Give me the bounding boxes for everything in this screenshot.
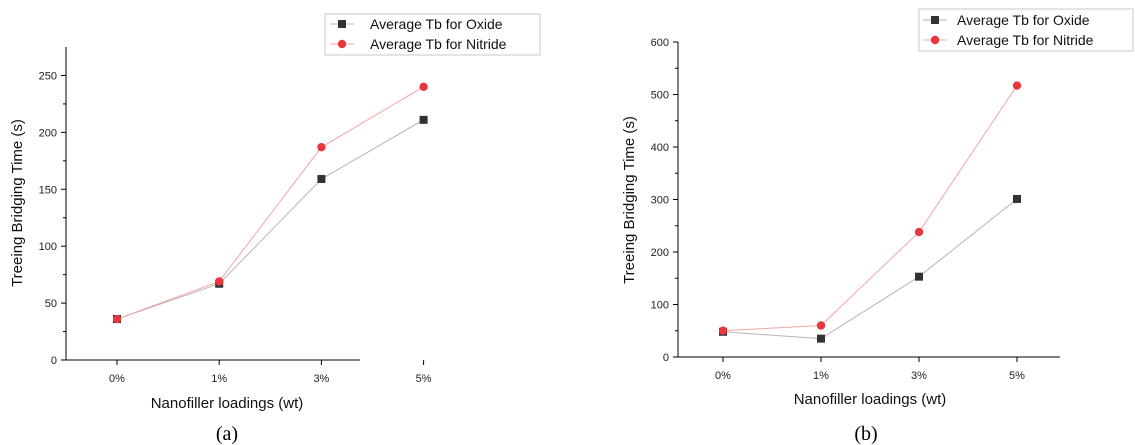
chart-a-x-tick-label: 3% bbox=[313, 373, 329, 385]
chart-b-x-tick-label: 5% bbox=[1009, 370, 1025, 382]
chart-b-ylabel: Treeing Bridging Time (s) bbox=[621, 116, 638, 284]
chart-a-legend-box bbox=[324, 13, 541, 56]
chart-b-x-tick-label: 1% bbox=[813, 370, 829, 382]
chart-b-legend: Average Tb for Oxide Average Tb for Nitr… bbox=[918, 8, 1134, 52]
chart-b-x-tick-label: 3% bbox=[911, 370, 927, 382]
chart-b-caption: (b) bbox=[854, 423, 877, 445]
chart-b-line-oxide bbox=[722, 198, 1018, 340]
chart-b-y-tick-label: 600 bbox=[651, 37, 669, 49]
chart-b-line-nitride bbox=[722, 85, 1018, 332]
chart-a-point-oxide bbox=[317, 175, 326, 184]
chart-a-legend-marker-oxide bbox=[338, 20, 346, 28]
chart-b-y-tick-label: 500 bbox=[651, 90, 669, 102]
chart-a-y-tick-label: 100 bbox=[39, 241, 57, 253]
chart-a-line-nitride bbox=[116, 86, 424, 320]
chart-b-legend-label-nitride: Average Tb for Nitride bbox=[957, 32, 1094, 48]
chart-a-caption: (a) bbox=[216, 423, 238, 445]
chart-a-y-tick-label: 0 bbox=[51, 355, 57, 367]
chart-a-legend-marker-nitride bbox=[337, 39, 347, 49]
chart-a-y-tick-label: 200 bbox=[39, 127, 57, 139]
chart-a-line-oxide bbox=[116, 119, 424, 320]
chart-a-point-nitride bbox=[317, 142, 326, 152]
chart-a-x-tick-label: 1% bbox=[211, 373, 227, 385]
chart-a-lines bbox=[116, 86, 424, 320]
chart-b-y-tick-label: 200 bbox=[651, 247, 669, 259]
chart-a-legend-label-nitride: Average Tb for Nitride bbox=[370, 36, 507, 52]
chart-b-y-tick-label: 400 bbox=[651, 142, 669, 154]
chart-a-legend: Average Tb for Oxide Average Tb for Nitr… bbox=[324, 13, 541, 56]
chart-a-axes: 0 50 100 150 200 250 0% 1% 3% 5% bbox=[39, 47, 432, 385]
chart-b-point-oxide bbox=[817, 334, 825, 343]
chart-b-legend-marker-oxide bbox=[931, 16, 939, 24]
chart-a-point-nitride bbox=[419, 82, 428, 92]
chart-b-point-nitride bbox=[718, 326, 728, 335]
chart-b-xlabel: Nanofiller loadings (wt) bbox=[794, 391, 947, 408]
chart-b-point-nitride bbox=[914, 227, 924, 237]
chart-b-point-oxide bbox=[1013, 194, 1021, 203]
chart-a-point-oxide bbox=[419, 115, 428, 124]
chart-a-point-nitride bbox=[112, 314, 122, 324]
chart-b-legend-box bbox=[918, 8, 1134, 52]
chart-b: 0 100 200 300 400 500 600 0% 1% 3% 5% Nanofiller l… bbox=[621, 8, 1134, 445]
chart-a-xlabel: Nanofiller loadings (wt) bbox=[151, 395, 304, 412]
chart-b-point-oxide bbox=[915, 272, 923, 281]
chart-b-lines bbox=[722, 85, 1018, 340]
chart-a-ylabel: Treeing Bridging Time (s) bbox=[9, 119, 26, 287]
chart-a: 0 50 100 150 200 250 0% 1% 3% 5% Nanofiller loadi… bbox=[9, 13, 541, 445]
chart-b-x-tick-label: 0% bbox=[715, 370, 731, 382]
chart-a-y-tick-label: 50 bbox=[45, 298, 57, 310]
chart-a-x-tick-label: 0% bbox=[109, 373, 125, 385]
chart-a-y-tick-label: 150 bbox=[39, 184, 57, 196]
chart-a-y-tick-label: 250 bbox=[39, 70, 57, 82]
chart-b-marks bbox=[718, 81, 1022, 343]
chart-b-axes: 0 100 200 300 400 500 600 0% 1% 3% 5% bbox=[651, 37, 1060, 382]
chart-b-point-nitride bbox=[816, 321, 826, 330]
chart-a-point-nitride bbox=[215, 277, 224, 286]
chart-b-y-tick-label: 300 bbox=[651, 195, 669, 207]
chart-b-legend-marker-nitride bbox=[930, 35, 940, 45]
chart-b-y-tick-label: 100 bbox=[651, 300, 669, 312]
chart-a-x-tick-label: 5% bbox=[416, 373, 432, 385]
chart-a-marks bbox=[112, 82, 428, 324]
chart-b-legend-label-oxide: Average Tb for Oxide bbox=[957, 12, 1090, 28]
chart-b-y-tick-label: 0 bbox=[663, 352, 669, 364]
chart-a-legend-label-oxide: Average Tb for Oxide bbox=[370, 16, 503, 32]
chart-b-point-nitride bbox=[1012, 81, 1022, 90]
